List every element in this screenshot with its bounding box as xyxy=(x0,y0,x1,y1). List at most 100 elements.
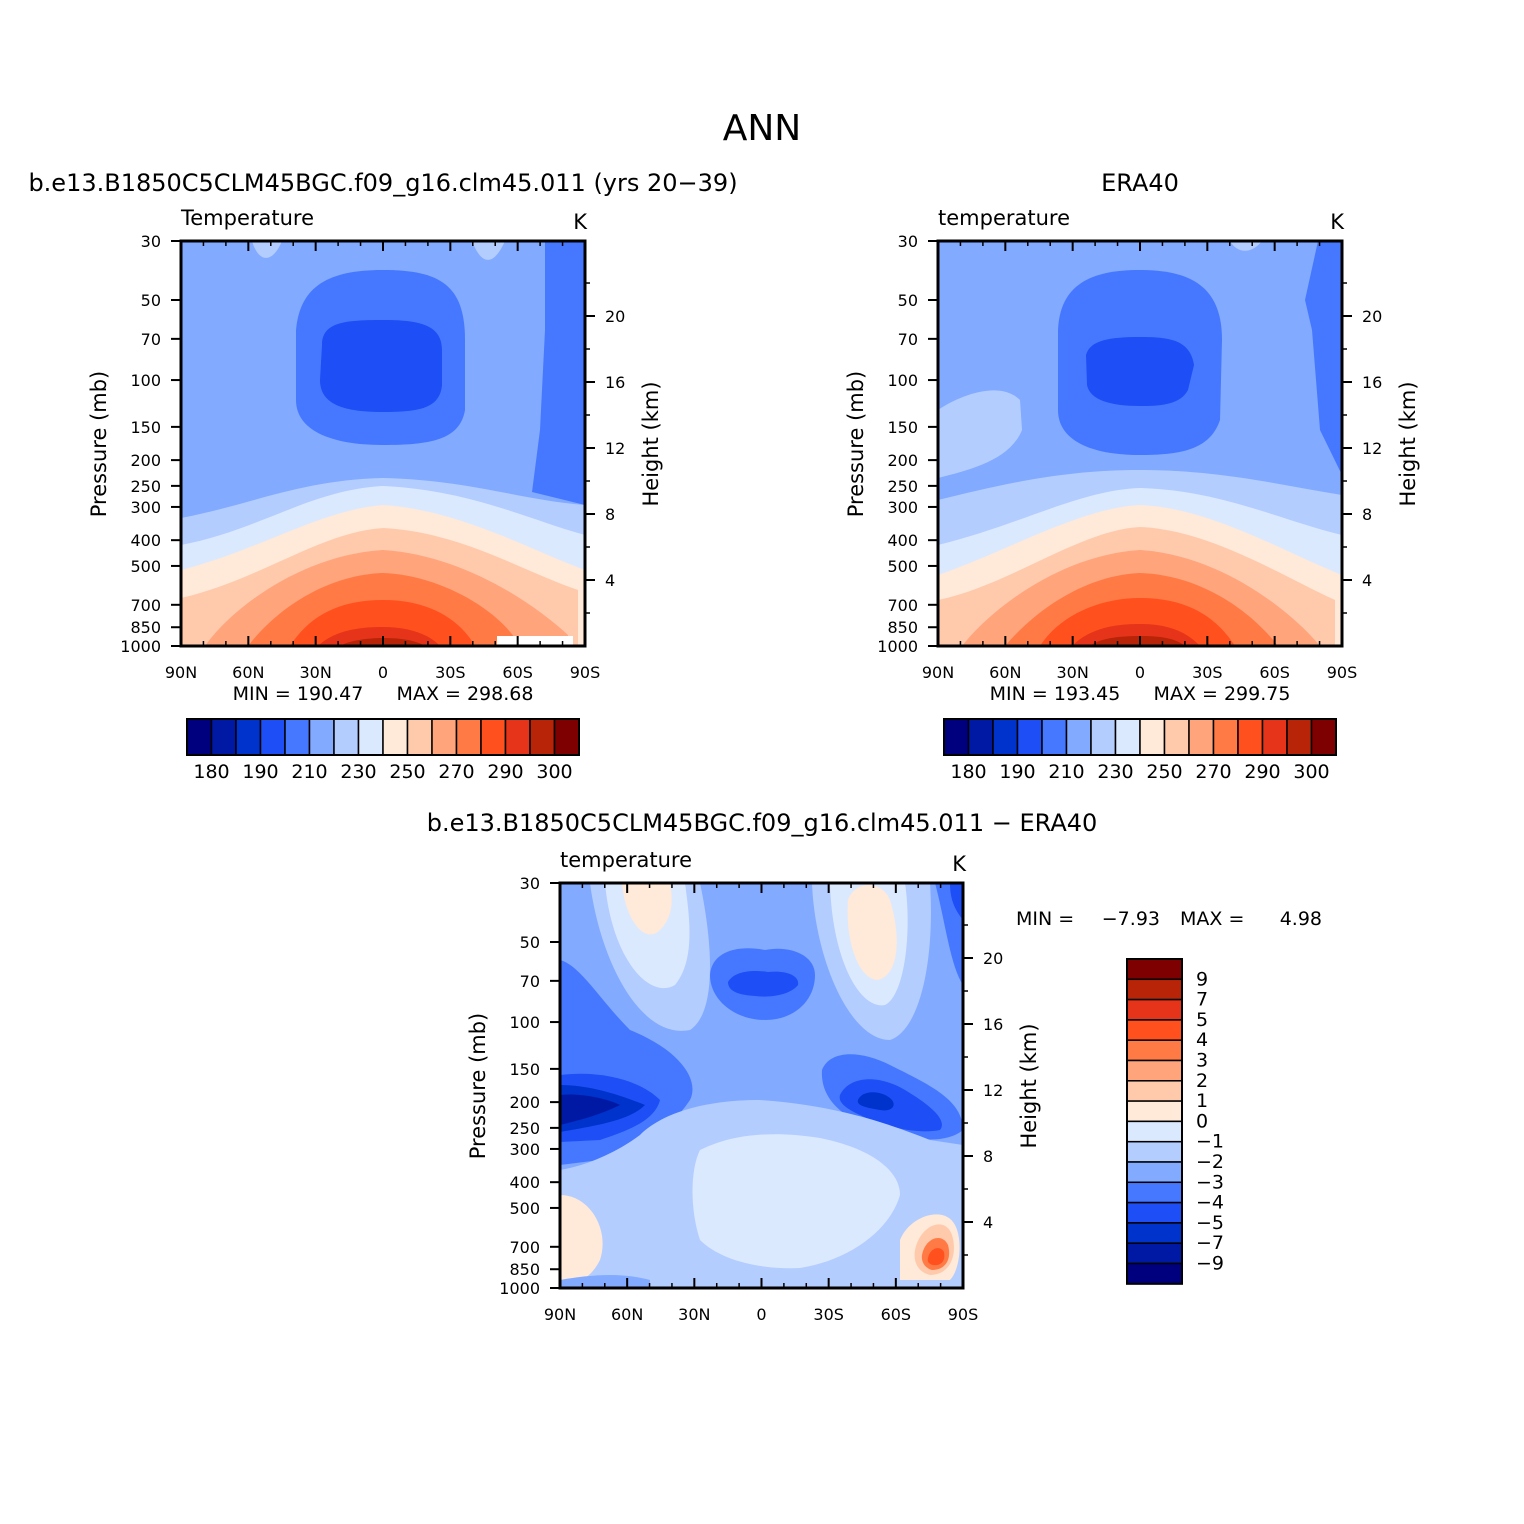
panel-diff-y-axis-right: 20 16 12 8 4 xyxy=(963,924,1003,1256)
panel-obs-title: ERA40 xyxy=(1101,169,1179,197)
colorbar-swatch xyxy=(480,718,507,756)
contour-fill-210 xyxy=(1305,241,1342,475)
colorbar-swatch xyxy=(210,718,237,756)
colorbar-swatch xyxy=(553,718,580,756)
colorbar-label: 2 xyxy=(1196,1070,1208,1092)
y-tick-label: 250 xyxy=(509,1119,540,1138)
colorbar-frame xyxy=(186,718,580,756)
y-tick-label: 150 xyxy=(130,418,161,437)
colorbar-label: 230 xyxy=(1097,761,1133,783)
x-tick-label: 90S xyxy=(1327,663,1358,682)
y-tick-label: 700 xyxy=(130,596,161,615)
colorbar-label: 3 xyxy=(1196,1050,1208,1072)
x-tick-label: 30N xyxy=(300,663,332,682)
y-tick-label: 300 xyxy=(509,1140,540,1159)
y-tick-label: 30 xyxy=(898,232,918,251)
colorbar-swatch xyxy=(1065,718,1092,756)
colorbar-label: −3 xyxy=(1196,1171,1224,1193)
contour-fill-200-core xyxy=(320,320,442,412)
colorbar-label: 270 xyxy=(438,761,474,783)
colorbar-swatch xyxy=(992,718,1019,756)
contour-fill-230-top-left xyxy=(252,241,282,258)
colorbar-swatch xyxy=(1090,718,1117,756)
colorbar-swatch xyxy=(1188,718,1215,756)
y-tick-label: 500 xyxy=(130,557,161,576)
colorbar-swatch xyxy=(1237,718,1264,756)
colorbar-swatch xyxy=(1310,718,1337,756)
colorbar-swatch xyxy=(1114,718,1141,756)
colorbar-label: −5 xyxy=(1196,1212,1224,1234)
y-right-tick-label: 8 xyxy=(605,505,615,524)
panel-model-ylabel: Pressure (mb) xyxy=(87,371,111,518)
colorbar-label: 7 xyxy=(1196,989,1208,1011)
x-tick-label: 30S xyxy=(435,663,466,682)
y-tick-label: 70 xyxy=(141,330,161,349)
colorbar-swatch xyxy=(1126,1140,1183,1163)
colorbar-label: 300 xyxy=(536,761,572,783)
x-tick-label: 60N xyxy=(232,663,264,682)
y-tick-label: 700 xyxy=(509,1238,540,1257)
colorbar-swatch xyxy=(1126,1201,1183,1224)
x-tick-label: 90N xyxy=(922,663,954,682)
x-tick-label: 0 xyxy=(756,1305,766,1324)
colorbar-label: −4 xyxy=(1196,1192,1224,1214)
colorbar-label: −2 xyxy=(1196,1151,1224,1173)
y-tick-label: 400 xyxy=(130,531,161,550)
y-tick-label: 200 xyxy=(509,1093,540,1112)
y-right-tick-label: 20 xyxy=(983,949,1003,968)
y-right-tick-label: 4 xyxy=(605,571,615,590)
x-tick-label: 60N xyxy=(989,663,1021,682)
panel-obs-units: K xyxy=(1330,210,1345,234)
y-right-tick-label: 8 xyxy=(983,1147,993,1166)
y-tick-label: 850 xyxy=(509,1260,540,1279)
colorbar-label: 300 xyxy=(1293,761,1329,783)
contour-fill-m7-left xyxy=(560,1094,620,1125)
panel-obs-colorbar: 180 190 210 230 250 270 290 300 xyxy=(943,718,1337,783)
colorbar-label: 210 xyxy=(1048,761,1084,783)
panel-diff-title: b.e13.B1850C5CLM45BGC.f09_g16.clm45.011 … xyxy=(427,809,1098,837)
panel-model-variable: Temperature xyxy=(180,206,314,230)
panel-diff-min-value: −7.93 xyxy=(1102,908,1160,930)
contour-fill-200-core xyxy=(1086,337,1194,406)
colorbar-swatch xyxy=(1126,1039,1183,1062)
colorbar-swatch xyxy=(1041,718,1068,756)
x-tick-label: 0 xyxy=(1135,663,1145,682)
y-tick-label: 400 xyxy=(509,1173,540,1192)
y-tick-label: 70 xyxy=(520,972,540,991)
contour-fill-1-left-low xyxy=(560,1195,603,1285)
y-tick-label: 200 xyxy=(887,451,918,470)
colorbar-swatch xyxy=(1126,978,1183,1001)
y-right-tick-label: 12 xyxy=(605,439,625,458)
colorbar-label: −7 xyxy=(1196,1232,1224,1254)
contour-fill-0-center xyxy=(692,1134,900,1269)
colorbar-swatch xyxy=(1126,1181,1183,1204)
x-tick-label: 60N xyxy=(611,1305,643,1324)
missing-data-mask xyxy=(497,636,573,646)
y-right-tick-label: 20 xyxy=(1362,307,1382,326)
y-tick-label: 700 xyxy=(887,596,918,615)
y-tick-label: 250 xyxy=(130,477,161,496)
colorbar-label: 250 xyxy=(1146,761,1182,783)
colorbar-swatch xyxy=(1126,1100,1183,1123)
y-tick-label: 1000 xyxy=(499,1279,540,1298)
colorbar-swatch xyxy=(1126,1019,1183,1041)
y-right-tick-label: 4 xyxy=(1362,571,1372,590)
contour-fill-m4-center xyxy=(728,971,799,997)
panel-obs-ylabel: Pressure (mb) xyxy=(844,371,868,518)
y-tick-label: 150 xyxy=(887,418,918,437)
y-tick-label: 50 xyxy=(520,933,540,952)
colorbar-swatch xyxy=(529,718,556,756)
y-tick-label: 300 xyxy=(130,498,161,517)
y-right-tick-label: 4 xyxy=(983,1213,993,1232)
colorbar-label: 290 xyxy=(487,761,523,783)
contour-fill-1-right xyxy=(847,885,897,980)
contour-fill-230-left xyxy=(938,390,1022,478)
contour-fill-210 xyxy=(532,241,585,505)
panel-model-colorbar: 180 190 210 230 250 270 290 300 xyxy=(186,718,580,783)
panel-model-y-axis-right: 20 16 12 8 4 xyxy=(585,282,625,614)
colorbar-label: 5 xyxy=(1196,1009,1208,1031)
panel-model-units: K xyxy=(573,210,588,234)
y-tick-label: 70 xyxy=(898,330,918,349)
contour-fill-m4-right-top xyxy=(950,883,963,920)
